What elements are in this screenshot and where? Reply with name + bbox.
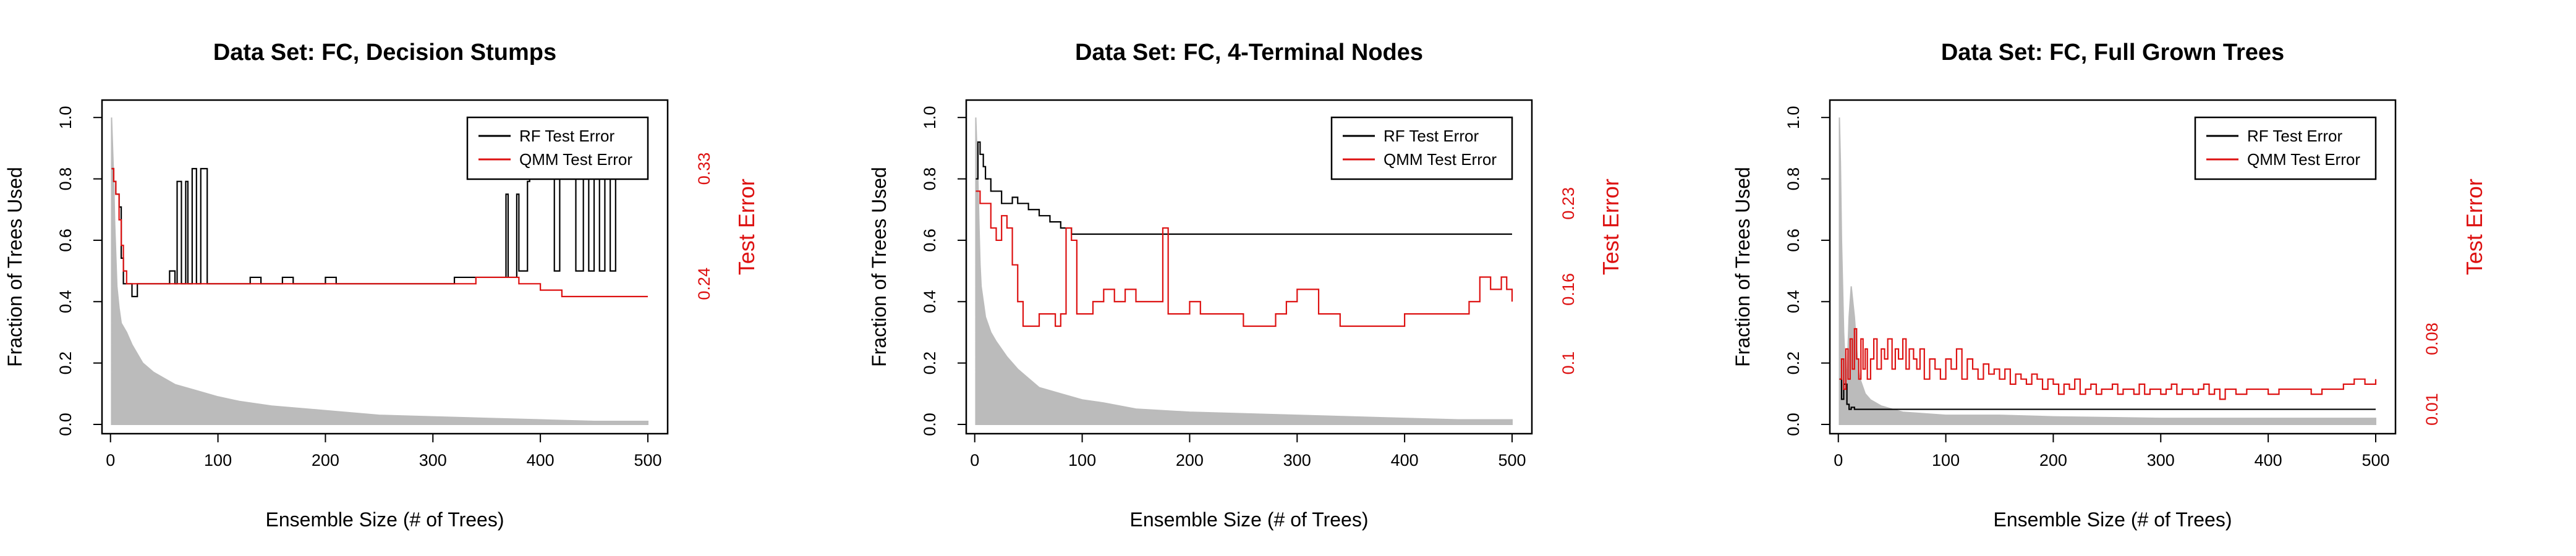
legend-entry: RF Test Error <box>519 127 614 145</box>
x-tick-label: 0 <box>1834 451 1843 470</box>
series-qmm-test-error <box>111 167 648 298</box>
x-tick-label: 300 <box>1283 451 1311 470</box>
legend-box <box>1330 116 1513 180</box>
x-tick-label: 400 <box>1391 451 1419 470</box>
y-tick-label: 0.2 <box>1784 352 1803 375</box>
legend: RF Test Error QMM Test Error <box>466 116 649 180</box>
x-axis-title: Ensemble Size (# of Trees) <box>266 508 504 531</box>
series-rf-test-error <box>111 167 648 298</box>
y-tick-label: 0.6 <box>1784 229 1803 252</box>
x-tick-label: 300 <box>419 451 447 470</box>
series-fraction-of-trees-used <box>1838 117 2376 425</box>
series-rf-test-error <box>1839 378 2376 410</box>
chart-panel-3: Data Set: FC, Full Grown Trees 0 100 200 300… <box>1732 40 2487 531</box>
y-axis-title: Fraction of Trees Used <box>4 167 26 367</box>
x-tick-label: 400 <box>527 451 555 470</box>
plot-frame <box>1829 99 2397 435</box>
series-qmm-test-error <box>1839 328 2377 400</box>
y-tick-label: 0.2 <box>56 352 75 375</box>
y-tick-label: 0.0 <box>56 413 75 436</box>
y-tick-label: 0.8 <box>920 167 939 191</box>
legend-entry: QMM Test Error <box>519 150 632 169</box>
x-tick-label: 100 <box>204 451 232 470</box>
y-tick-label: 0.6 <box>920 229 939 252</box>
chart-title: Data Set: FC, Decision Stumps <box>213 40 556 65</box>
chart-panel-2: Data Set: FC, 4-Terminal Nodes 0 100 200 300… <box>868 40 1623 531</box>
x-tick-label: 300 <box>2147 451 2175 470</box>
series-fraction-of-trees-used <box>975 117 1513 425</box>
y-tick-label: 0.6 <box>56 229 75 252</box>
x-tick-label: 500 <box>634 451 661 470</box>
right-y-tick-label: 0.23 <box>1559 187 1578 220</box>
legend: RF Test Error QMM Test Error <box>2194 116 2377 180</box>
y-axis-title: Fraction of Trees Used <box>1732 167 1754 367</box>
x-tick-label: 100 <box>1932 451 1960 470</box>
chart-panel-1: Data Set: FC, Decision Stumps 0 100 200 300 4… <box>4 40 759 531</box>
y-tick-label: 0.2 <box>920 352 939 375</box>
y-tick-label: 0.8 <box>1784 167 1803 191</box>
right-y-tick-label: 0.08 <box>2423 322 2441 355</box>
x-tick-label: 400 <box>2255 451 2282 470</box>
chart-title: Data Set: FC, Full Grown Trees <box>1941 40 2284 65</box>
right-y-tick-label: 0.33 <box>695 153 713 185</box>
x-tick-label: 500 <box>1498 451 1526 470</box>
legend: RF Test Error QMM Test Error <box>1330 116 1513 180</box>
y-tick-label: 1.0 <box>920 106 939 129</box>
x-tick-label: 0 <box>106 451 115 470</box>
legend-box <box>466 116 649 180</box>
y-tick-label: 0.0 <box>1784 413 1803 436</box>
y-tick-label: 0.8 <box>56 167 75 191</box>
x-tick-label: 200 <box>2039 451 2067 470</box>
right-y-tick-label: 0.24 <box>695 267 713 300</box>
x-tick-label: 200 <box>1176 451 1204 470</box>
x-tick-label: 100 <box>1068 451 1096 470</box>
legend-entry: QMM Test Error <box>2247 150 2360 169</box>
x-tick-label: 0 <box>970 451 979 470</box>
legend-entry: RF Test Error <box>1384 127 1479 145</box>
legend-entry: QMM Test Error <box>1384 150 1497 169</box>
right-y-tick-label: 0.1 <box>1559 352 1578 375</box>
x-tick-label: 500 <box>2361 451 2389 470</box>
legend-box <box>2194 116 2377 180</box>
series-rf-test-error <box>976 141 1512 235</box>
legend-entry: RF Test Error <box>2247 127 2342 145</box>
right-y-axis-title: Test Error <box>1598 179 1623 275</box>
y-tick-label: 0.4 <box>1784 290 1803 314</box>
x-axis-title: Ensemble Size (# of Trees) <box>1130 508 1369 531</box>
right-y-tick-label: 0.01 <box>2423 393 2441 426</box>
right-y-axis-title: Test Error <box>734 179 759 275</box>
y-tick-label: 1.0 <box>1784 106 1803 129</box>
right-y-tick-label: 0.16 <box>1559 273 1578 306</box>
y-tick-label: 0.4 <box>920 290 939 314</box>
x-tick-label: 200 <box>312 451 339 470</box>
x-axis-title: Ensemble Size (# of Trees) <box>1994 508 2232 531</box>
y-axis-title: Fraction of Trees Used <box>868 167 890 367</box>
right-y-axis-title: Test Error <box>2462 179 2487 275</box>
y-tick-label: 0.0 <box>920 413 939 436</box>
plot-frame <box>965 99 1533 435</box>
series-fraction-of-trees-used <box>111 117 648 425</box>
y-tick-label: 1.0 <box>56 106 75 129</box>
y-tick-label: 0.4 <box>56 290 75 314</box>
chart-title: Data Set: FC, 4-Terminal Nodes <box>1075 40 1423 65</box>
series-qmm-test-error <box>976 190 1513 327</box>
plot-frame <box>101 99 669 435</box>
